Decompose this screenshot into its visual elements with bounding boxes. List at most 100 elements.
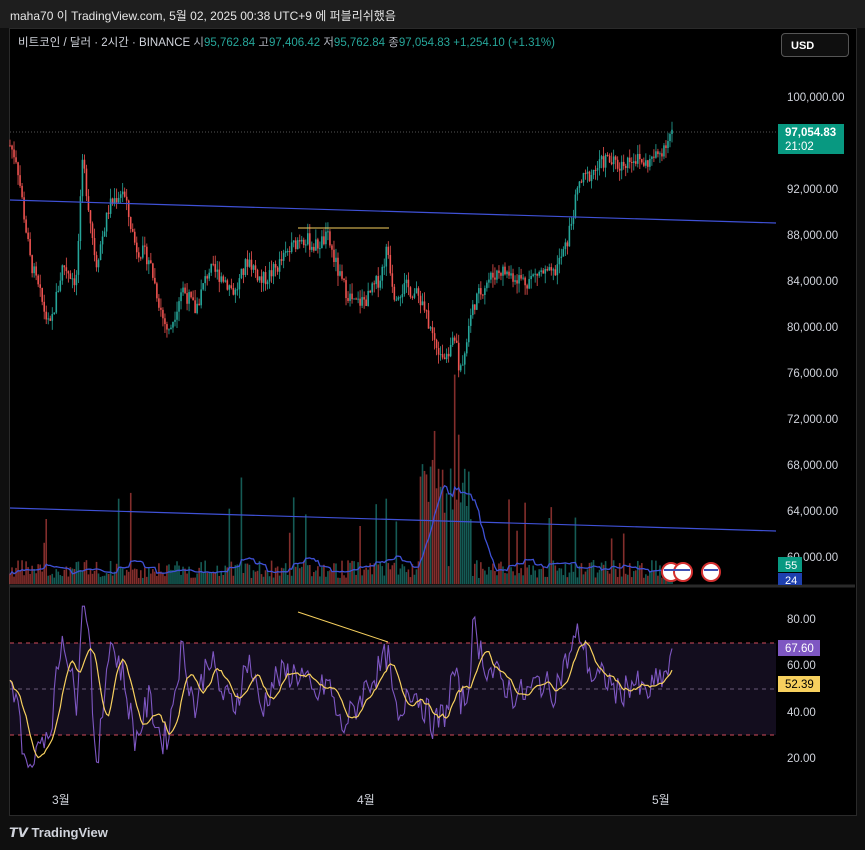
candle-body (115, 198, 118, 203)
candle-body (81, 159, 84, 197)
volume-bar (484, 570, 486, 584)
candle-body (584, 173, 587, 175)
volume-bar (347, 560, 349, 584)
candle-body (61, 265, 64, 281)
volume-bar (150, 573, 152, 584)
candle-body (202, 283, 204, 290)
volume-bar (39, 564, 41, 584)
volume-bar (363, 569, 365, 584)
rsi-divergence-line[interactable] (297, 611, 389, 643)
candle-body (131, 228, 134, 232)
rsi-band-background (10, 643, 776, 735)
us-flag-icon[interactable] (701, 562, 721, 582)
candle-body (67, 271, 70, 274)
volume-bar (216, 565, 219, 584)
candle-body (474, 304, 476, 310)
candle-body (105, 212, 108, 232)
candle-body (556, 264, 559, 276)
volume-bar (69, 567, 72, 584)
volume-bar (313, 572, 315, 584)
candle-body (516, 280, 518, 284)
volume-bar (490, 570, 492, 584)
rsi-tick: 20.00 (787, 753, 816, 765)
volume-bar (349, 562, 351, 584)
candle-body (256, 269, 259, 281)
volume-bar (639, 565, 641, 584)
volume-bar (103, 575, 106, 584)
candle-body (663, 145, 665, 157)
volume-bar (429, 466, 432, 584)
high-label: 고 (258, 37, 269, 49)
time-tick: 3월 (52, 793, 70, 807)
candle-body (369, 290, 371, 293)
volume-bar (67, 576, 70, 584)
volume-bar (278, 575, 281, 584)
volume-bar (290, 575, 293, 584)
us-flag-icon[interactable] (673, 562, 693, 582)
volume-bar (628, 563, 631, 584)
volume-bar (586, 569, 589, 584)
volume-bar (566, 577, 569, 584)
volume-bar (353, 561, 355, 584)
candle-body (69, 273, 72, 279)
candle-body (349, 293, 351, 301)
volume-bar (121, 568, 124, 584)
candle-body (196, 303, 198, 314)
candle-body (534, 273, 536, 275)
volume-bar (351, 560, 353, 584)
candle-body (135, 242, 138, 253)
volume-bar (582, 574, 585, 584)
candle-body (478, 288, 480, 294)
candle-body (620, 161, 623, 171)
symbol-legend[interactable]: 비트코인 / 달러 · 2시간 · BINANCE 시95,762.84 고97… (18, 34, 555, 50)
close-value: 97,054.83 (398, 37, 451, 49)
price-axis[interactable]: 100,000.00 92,000.00 88,000.00 84,000.00… (787, 92, 845, 564)
volume-bar (89, 568, 92, 584)
volume-bar (139, 570, 142, 584)
volume-bar (51, 573, 54, 584)
candle-body (405, 279, 408, 284)
candle-body (343, 278, 345, 281)
candle-body (186, 293, 188, 304)
volume-badge (778, 557, 802, 572)
volume-bar (548, 518, 551, 584)
volume-bar (435, 488, 438, 584)
volume-ma-line (9, 484, 673, 575)
rsi-axis[interactable]: 80.00 60.00 40.00 20.00 (787, 614, 816, 765)
volume-bar (166, 565, 168, 584)
time-axis[interactable]: 3월 4월 5월 (52, 793, 670, 807)
candle-body (117, 197, 120, 203)
candle-body (95, 255, 98, 268)
candle-body (510, 273, 512, 276)
volume-bar (612, 560, 615, 584)
volume-bar (375, 504, 378, 584)
volume-bar (85, 560, 88, 584)
volume-bar (256, 570, 259, 584)
candle-body (242, 268, 245, 275)
volume-bar (365, 567, 367, 584)
event-flags[interactable] (661, 562, 721, 582)
tradingview-logo[interactable]: 𝙏𝙑 TradingView (9, 825, 108, 841)
candle-body (661, 153, 663, 157)
volume-trendline[interactable] (9, 507, 777, 532)
candle-body (397, 297, 400, 300)
volume-bar (260, 574, 263, 584)
volume-bar (206, 572, 208, 584)
symbol-name[interactable]: 비트코인 / 달러 · 2시간 · BINANCE (18, 37, 191, 49)
candle-body (498, 270, 500, 274)
candle-body (659, 153, 661, 155)
candle-body (582, 173, 585, 183)
candle-body (65, 267, 68, 272)
volume-bar (152, 569, 154, 584)
candle-body (127, 200, 130, 218)
candle-body (550, 267, 553, 271)
volume-bar (395, 521, 398, 584)
currency-button[interactable]: USD (781, 33, 849, 57)
candle-body (178, 301, 180, 312)
volume-bar (596, 572, 599, 584)
volume-bar (53, 577, 56, 584)
candle-body (482, 294, 484, 296)
price-trendline[interactable] (9, 199, 777, 224)
rsi-ma-badge (778, 676, 820, 692)
